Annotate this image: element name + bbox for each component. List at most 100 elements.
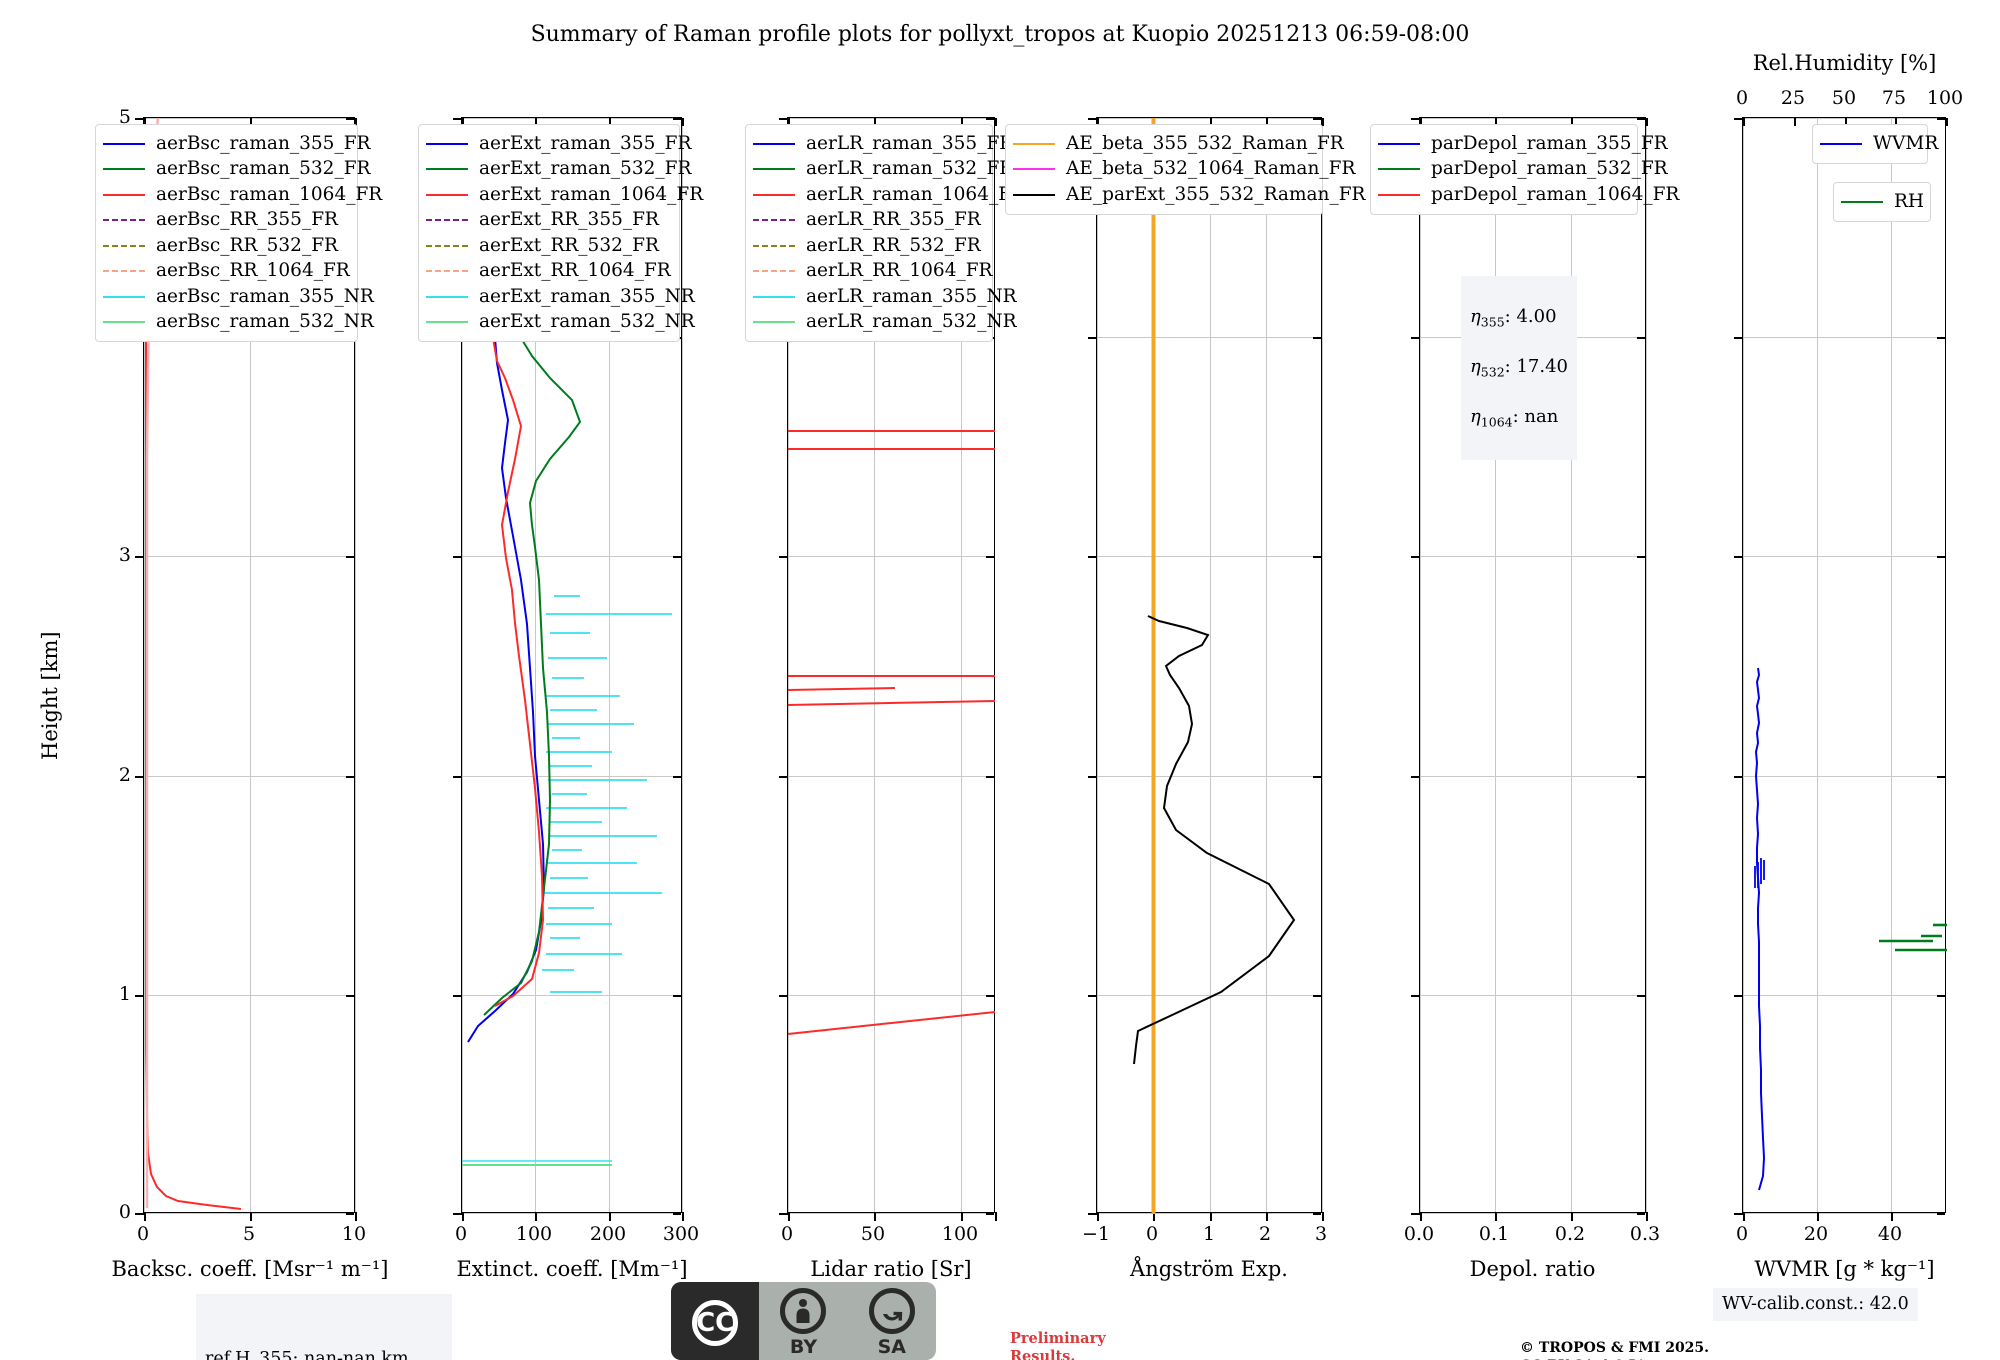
ytick-label-5: 5 xyxy=(118,106,131,128)
person-icon xyxy=(780,1287,827,1334)
legend-swatch-icon xyxy=(103,270,145,273)
legend-swatch-icon xyxy=(1841,200,1883,203)
legend-label: aerBsc_RR_532_FR xyxy=(156,234,338,256)
legend-swatch-icon xyxy=(426,295,468,298)
xtick-label-p1-1: 5 xyxy=(242,1223,256,1245)
legend-label: parDepol_raman_1064_FR xyxy=(1431,183,1680,205)
legend-swatch-icon xyxy=(103,142,145,145)
legend-item: AE_beta_355_532_Raman_FR xyxy=(1013,131,1344,157)
legend-label: AE_beta_355_532_Raman_FR xyxy=(1066,132,1344,154)
legend-swatch-icon xyxy=(1820,142,1862,145)
legend-item: AE_beta_532_1064_Raman_FR xyxy=(1013,157,1355,183)
xaxis-label-angstrom: Ångström Exp. xyxy=(1130,1257,1288,1281)
xtick-label-p1-0: 0 xyxy=(136,1223,150,1245)
legend-label: aerExt_raman_1064_FR xyxy=(479,183,704,205)
cc-license-badge[interactable]: CC BY SA xyxy=(671,1282,936,1360)
xtick-label-p3-1: 50 xyxy=(860,1223,886,1245)
rh-axis-label: Rel.Humidity [%] xyxy=(1752,51,1937,75)
legend-swatch-icon xyxy=(1378,193,1420,196)
ytick-label-0: 0 xyxy=(118,1201,131,1223)
xtick-label-p2-3: 300 xyxy=(662,1223,700,1245)
legend-item: aerLR_raman_532_NR xyxy=(753,310,1017,336)
legend-item: parDepol_raman_532_FR xyxy=(1378,157,1668,183)
legend-item: aerLR_raman_355_NR xyxy=(753,284,1017,310)
xtick-label-p4-1: 0 xyxy=(1145,1223,1159,1245)
legend-label: aerExt_raman_355_FR xyxy=(479,132,692,154)
rh-tick-label-100: 100 xyxy=(1926,87,1964,109)
axes-wvmr xyxy=(1734,117,1948,1221)
legend-label: aerLR_raman_355_NR xyxy=(806,285,1017,307)
cc-sa-label: SA xyxy=(877,1335,907,1358)
legend-item: aerExt_RR_532_FR xyxy=(426,233,670,259)
xtick-label-p3-2: 100 xyxy=(941,1223,979,1245)
xtick-label-p6-2: 40 xyxy=(1877,1223,1903,1245)
xtick-label-p2-0: 0 xyxy=(454,1223,468,1245)
legend-label: aerLR_raman_1064_FR xyxy=(806,183,1025,205)
xaxis-label-extinction: Extinct. coeff. [Mm⁻¹] xyxy=(456,1257,688,1281)
rh-tick-label-50: 50 xyxy=(1831,87,1857,109)
legend-swatch-icon xyxy=(103,244,145,247)
data-curves-angstrom xyxy=(1133,118,1296,1214)
legend-item: aerExt_raman_532_FR xyxy=(426,157,691,183)
legend-wvmr: WVMR xyxy=(1812,124,1938,164)
ref-height-355: ref.H_355: nan-nan km xyxy=(205,1349,409,1360)
legend-item: aerLR_raman_1064_FR xyxy=(753,182,1025,208)
rh-tick-label-25: 25 xyxy=(1780,87,1806,109)
legend-swatch-icon xyxy=(426,193,468,196)
legend-label: aerExt_RR_532_FR xyxy=(479,234,659,256)
eta-532-value: : 17.40 xyxy=(1504,356,1568,378)
cc-logo-cell: CC xyxy=(671,1282,760,1360)
legend-label: aerBsc_raman_355_FR xyxy=(156,132,371,154)
xtick-label-p2-1: 100 xyxy=(515,1223,553,1245)
data-curves-extinction xyxy=(462,337,672,1166)
legend-item: aerLR_raman_532_FR xyxy=(753,157,1013,183)
legend-extinction: aerExt_raman_355_FR aerExt_raman_532_FR … xyxy=(418,124,703,342)
legend-swatch-icon xyxy=(753,142,795,145)
eta-532-symbol: η xyxy=(1470,356,1481,378)
eta-355-subscript: 355 xyxy=(1480,314,1505,330)
legend-item: aerLR_RR_532_FR xyxy=(753,233,983,259)
legend-swatch-icon xyxy=(753,295,795,298)
legend-swatch-icon xyxy=(1013,142,1055,145)
legend-item: aerBsc_raman_355_FR xyxy=(103,131,370,157)
legend-swatch-icon xyxy=(753,270,795,273)
legend-item: aerBsc_raman_532_FR xyxy=(103,157,370,183)
legend-label: aerLR_RR_532_FR xyxy=(806,234,981,256)
legend-item: aerBsc_raman_355_NR xyxy=(103,284,374,310)
page-title: Summary of Raman profile plots for polly… xyxy=(530,22,1470,47)
legend-item: RH xyxy=(1841,189,1924,215)
legend-swatch-icon xyxy=(1013,168,1055,171)
legend-swatch-icon xyxy=(103,295,145,298)
legend-label: AE_parExt_355_532_Raman_FR xyxy=(1066,183,1366,205)
legend-item: aerLR_raman_355_FR xyxy=(753,131,1013,157)
xtick-label-p3-0: 0 xyxy=(780,1223,794,1245)
legend-swatch-icon xyxy=(753,193,795,196)
legend-angstrom: AE_beta_355_532_Raman_FR AE_beta_532_106… xyxy=(1005,124,1365,215)
xaxis-label-lidar-ratio: Lidar ratio [Sr] xyxy=(810,1257,972,1281)
eta-1064-subscript: 1064 xyxy=(1480,414,1513,430)
xtick-label-p5-3: 0.3 xyxy=(1629,1223,1661,1245)
xtick-label-p4-0: −1 xyxy=(1081,1223,1111,1245)
eta-355-value: : 4.00 xyxy=(1504,305,1557,327)
legend-swatch-icon xyxy=(103,219,145,222)
legend-label: aerExt_RR_355_FR xyxy=(479,209,659,230)
legend-label: aerBsc_raman_532_FR xyxy=(156,158,371,179)
cc-by-label: BY xyxy=(789,1335,818,1358)
legend-item: aerExt_RR_1064_FR xyxy=(426,259,671,285)
legend-swatch-icon xyxy=(1378,168,1420,171)
panel-wvmr: 0 20 40 WVMR [g * kg⁻¹] 0 25 50 75 100 R… xyxy=(1734,51,1963,1281)
legend-swatch-icon xyxy=(426,168,468,171)
legend-swatch-icon xyxy=(103,168,145,171)
legend-label: aerExt_raman_532_FR xyxy=(479,158,692,179)
xtick-label-p4-4: 3 xyxy=(1314,1223,1328,1245)
cc-by-cell: BY xyxy=(759,1282,847,1360)
legend-swatch-icon xyxy=(103,321,145,324)
legend-swatch-icon xyxy=(753,321,795,324)
legend-label: aerLR_raman_532_FR xyxy=(806,158,1014,179)
legend-item: parDepol_raman_355_FR xyxy=(1378,131,1668,157)
legend-label: aerBsc_raman_1064_FR xyxy=(156,183,383,205)
legend-label: aerExt_raman_355_NR xyxy=(479,285,695,307)
legend-item: aerExt_raman_355_FR xyxy=(426,131,691,157)
legend-item: parDepol_raman_1064_FR xyxy=(1378,182,1679,208)
legend-item: aerBsc_raman_532_NR xyxy=(103,310,374,336)
